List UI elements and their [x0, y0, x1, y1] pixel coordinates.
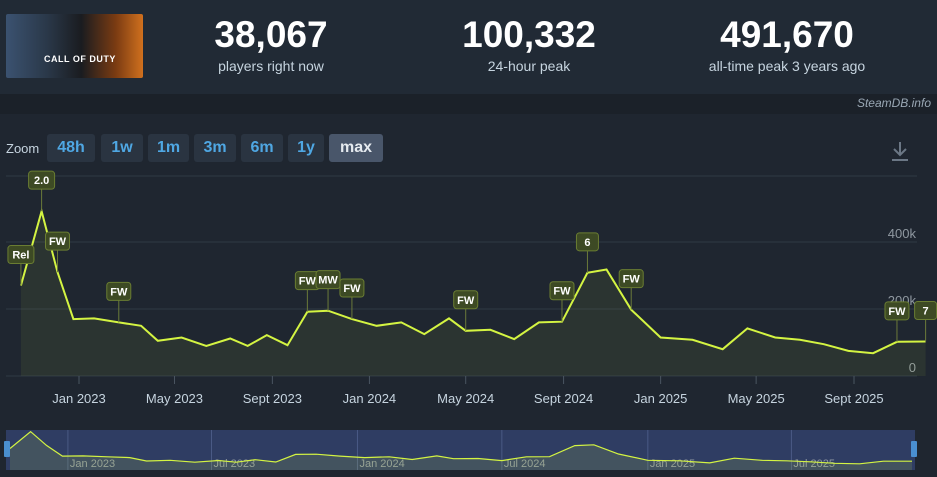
- annotation-box: [453, 290, 479, 310]
- annotation-badge: FW: [45, 231, 71, 273]
- annotation-label: FW: [553, 286, 571, 298]
- zoom-48h-button[interactable]: 48h: [47, 134, 95, 162]
- annotation-badge: FW: [294, 271, 320, 312]
- annotation-label: FW: [343, 283, 361, 295]
- navigator-label: Jan 2024: [359, 458, 404, 470]
- stat-value: 100,332: [462, 14, 596, 55]
- annotation-label: FW: [623, 274, 641, 286]
- annotation-badge: 6: [575, 232, 599, 273]
- navigator-label: Jan 2023: [70, 458, 115, 470]
- zoom-1m-button[interactable]: 1m: [148, 134, 189, 162]
- x-tick-label: Jan 2023: [52, 391, 106, 406]
- game-capsule-image[interactable]: CALL OF DUTY: [6, 14, 143, 78]
- annotation-label: FW: [49, 236, 67, 248]
- stat-label: 24-hour peak: [487, 58, 571, 74]
- x-tick-label: May 2023: [146, 391, 203, 406]
- zoom-1y-button[interactable]: 1y: [288, 134, 324, 162]
- annotation-box: [575, 232, 599, 252]
- stat-all-time-peak: 491,670 all-time peak 3 years ago: [677, 12, 897, 74]
- annotation-label: FW: [299, 276, 317, 288]
- zoom-1w-button[interactable]: 1w: [101, 134, 143, 162]
- annotation-box: [339, 278, 365, 298]
- x-tick-label: Sept 2023: [243, 391, 302, 406]
- x-tick-label: Jan 2024: [343, 391, 397, 406]
- annotation-badge: Rel: [7, 245, 35, 286]
- stat-value: 491,670: [720, 14, 854, 55]
- stat-label: all-time peak 3 years ago: [708, 58, 866, 74]
- annotation-label: FW: [110, 286, 128, 298]
- navigator-label: Jul 2024: [504, 458, 546, 470]
- annotation-label: 6: [584, 237, 590, 249]
- summary-bar: CALL OF DUTY 38,067 players right now 10…: [0, 0, 937, 94]
- annotation-box: [315, 270, 341, 290]
- stat-current-players: 38,067 players right now: [161, 12, 381, 74]
- annotation-badge: 2.0: [28, 170, 56, 212]
- annotation-badge: FW: [618, 269, 644, 310]
- annotation-box: [45, 231, 71, 251]
- navigator-handle-left: [4, 441, 10, 457]
- x-tick-label: May 2025: [728, 391, 785, 406]
- annotation-box: [106, 281, 132, 301]
- zoom-max-button[interactable]: max: [329, 134, 383, 162]
- annotation-badge: MW: [315, 270, 341, 311]
- annotation-box: [28, 170, 56, 190]
- series-area: [20, 211, 926, 376]
- annotation-label: MW: [318, 275, 338, 287]
- annotation-box: [7, 245, 35, 265]
- annotation-label: 2.0: [34, 175, 49, 187]
- navigator-handle-right: [911, 441, 917, 457]
- download-icon[interactable]: [890, 140, 910, 167]
- annotation-label: 7: [923, 305, 929, 317]
- y-tick-label: 400k: [888, 226, 917, 241]
- x-tick-label: Jan 2025: [634, 391, 688, 406]
- zoom-3m-button[interactable]: 3m: [194, 134, 236, 162]
- x-tick-label: Sept 2025: [824, 391, 883, 406]
- game-logo-text: CALL OF DUTY: [44, 54, 116, 64]
- annotation-label: FW: [457, 295, 475, 307]
- x-tick-label: May 2024: [437, 391, 494, 406]
- navigator-area: [10, 431, 912, 470]
- zoom-6m-button[interactable]: 6m: [241, 134, 283, 162]
- navigator-line: [9, 430, 912, 465]
- steamdb-credit[interactable]: SteamDB.info: [856, 96, 931, 110]
- navigator-background: [6, 430, 915, 470]
- annotation-badge: FW: [884, 301, 910, 342]
- y-tick-label: 0: [909, 360, 916, 375]
- annotation-badge: FW: [339, 278, 365, 320]
- annotation-label: FW: [888, 306, 906, 318]
- range-navigator: Jan 2023 Jul 2023 Jan 2024 Jul 2024 Jan 2025…: [4, 430, 917, 470]
- annotation-badge: FW: [453, 290, 479, 331]
- stat-value: 38,067: [214, 14, 328, 55]
- annotation-box: [549, 281, 575, 301]
- x-axis-ticks: Jan 2023 May 2023 Sept 2023 Jan 2024 May 202…: [52, 376, 884, 406]
- annotation-badge: FW: [106, 281, 132, 323]
- annotation-box: [618, 269, 644, 289]
- stat-label: players right now: [218, 58, 324, 74]
- annotation-box: [884, 301, 910, 321]
- series-line: [19, 207, 926, 355]
- annotation-badge: 7: [914, 300, 937, 342]
- x-tick-label: Sept 2024: [534, 391, 593, 406]
- zoom-label: Zoom: [6, 141, 40, 156]
- stat-24h-peak: 100,332 24-hour peak: [419, 12, 639, 74]
- annotation-badge: FW: [549, 281, 575, 322]
- annotation-label: Rel: [12, 250, 29, 262]
